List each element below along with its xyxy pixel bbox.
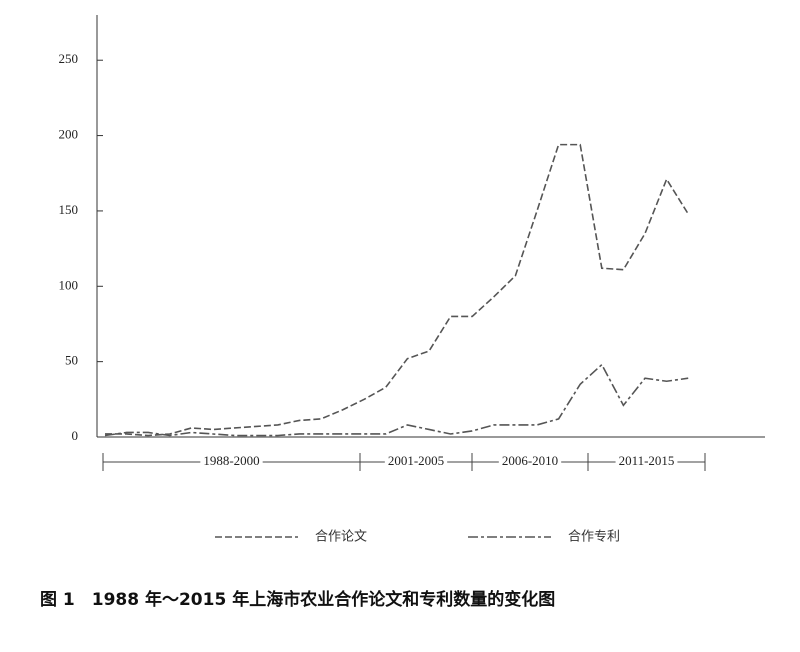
y-tick-label: 0 — [72, 428, 79, 443]
legend-label: 合作论文 — [315, 530, 367, 545]
period-label-bg — [200, 460, 263, 464]
period-label: 1988-2000 — [203, 453, 259, 468]
period-label: 2001-2005 — [388, 453, 444, 468]
period-label-bg — [384, 460, 448, 464]
y-tick-label: 100 — [59, 277, 79, 292]
series-line — [105, 143, 689, 437]
period-label-bg — [615, 460, 678, 464]
y-tick-label: 150 — [59, 202, 79, 217]
caption: 图 1 1988 年～2015 年上海市农业合作论文和专利数量的变化图 — [40, 589, 555, 610]
legend-label: 合作专利 — [568, 530, 620, 545]
y-tick-label: 200 — [59, 127, 79, 142]
period-label-bg — [498, 460, 562, 464]
y-tick-label: 250 — [59, 51, 79, 66]
series-line — [104, 363, 689, 437]
y-tick-label: 50 — [65, 353, 78, 368]
period-label: 2006-2010 — [502, 453, 558, 468]
period-label: 2011-2015 — [619, 453, 675, 468]
